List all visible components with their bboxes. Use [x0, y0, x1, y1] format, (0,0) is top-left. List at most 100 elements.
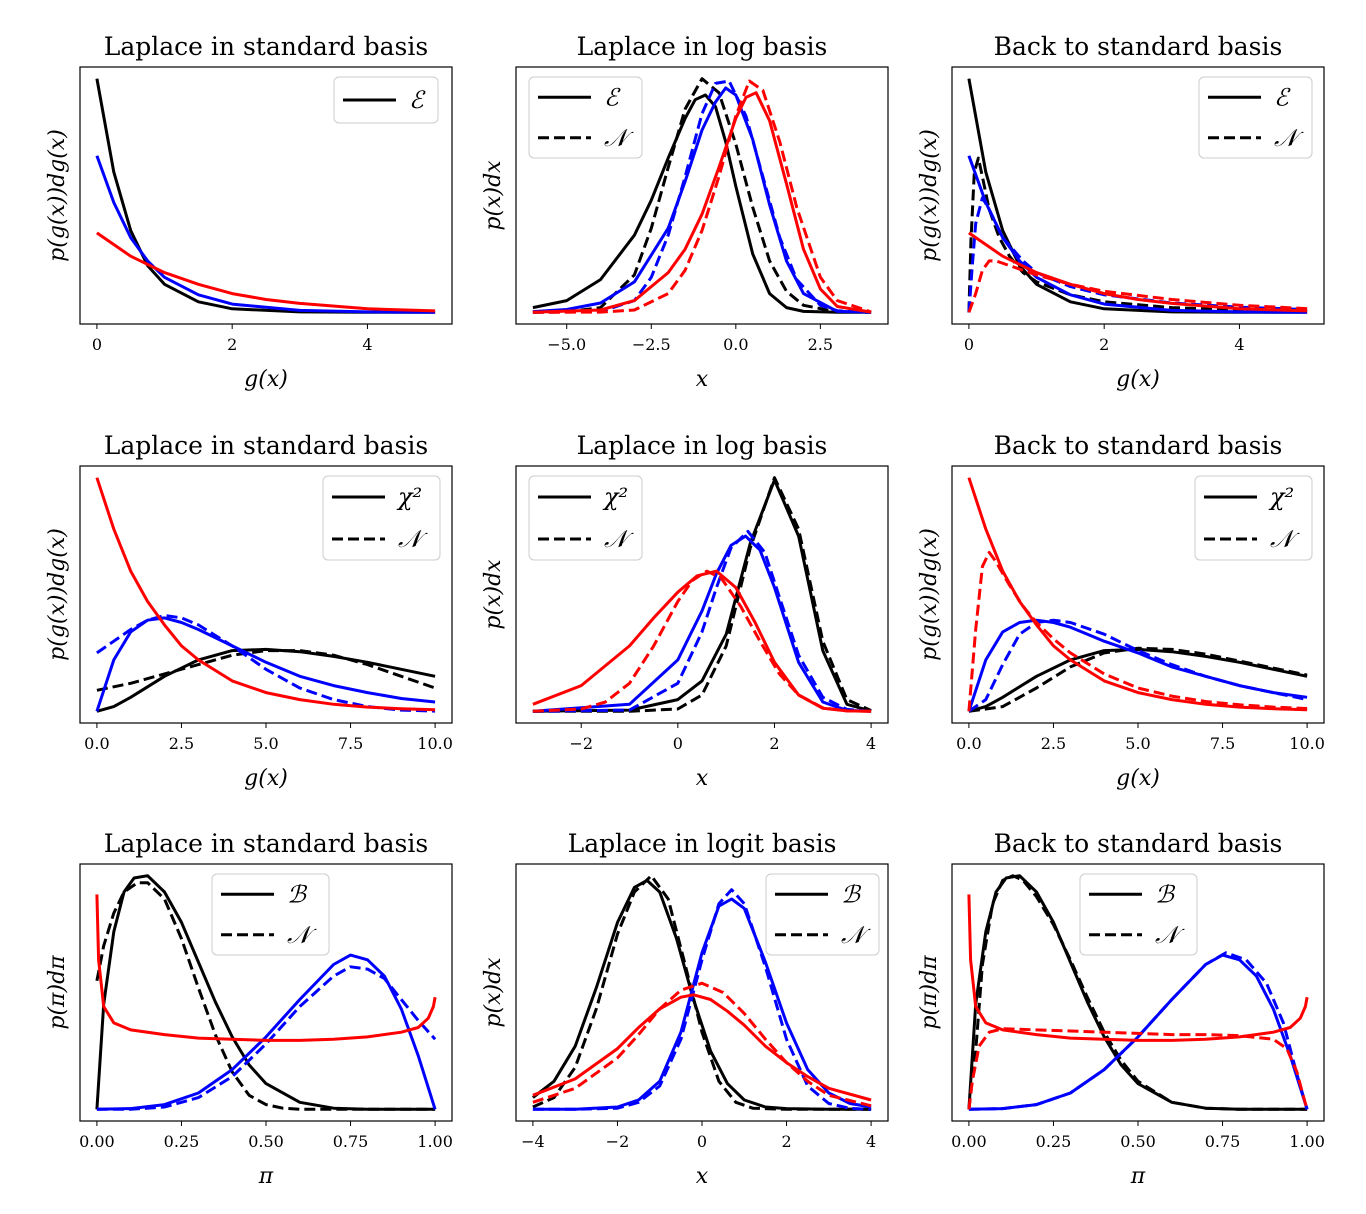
series-line-blue-dashed	[532, 888, 872, 1111]
legend-label: ℬ	[287, 880, 308, 908]
legend: χ²𝒩	[1194, 475, 1313, 561]
x-tick-label: 10.0	[1289, 734, 1325, 753]
legend-label: χ²	[396, 483, 422, 511]
axes-frame	[515, 66, 889, 325]
axes-frame	[79, 66, 453, 325]
legend-box	[1079, 873, 1198, 956]
chart-panel: Back to standard basis 0.0 2.5 5.0 7.5 10.0 g(…	[917, 431, 1325, 791]
series-line-red-dashed	[967, 550, 1308, 712]
x-tick-label: 0	[673, 734, 683, 753]
series-line-black-solid	[968, 647, 1308, 713]
legend-label: ℬ	[841, 880, 862, 908]
x-tick-label: −2.5	[632, 335, 671, 354]
legend: ℰ𝒩	[528, 76, 643, 159]
series-line-blue-dashed	[532, 529, 872, 713]
chart-title: Laplace in logit basis	[568, 829, 837, 858]
series-line-black-solid	[532, 93, 872, 314]
x-axis-label: π	[258, 1164, 274, 1189]
legend: χ²𝒩	[322, 475, 441, 561]
series-line-blue-solid	[532, 534, 872, 713]
legend: ℬ𝒩	[211, 873, 330, 956]
x-tick-label: 2	[227, 335, 237, 354]
x-axis-label: g(x)	[1116, 766, 1160, 791]
x-tick-label: 2	[781, 1132, 791, 1151]
legend: ℬ𝒩	[1079, 873, 1198, 956]
series-line-blue-dashed	[968, 618, 1308, 713]
x-tick-label: 5.0	[253, 734, 278, 753]
series-line-blue-solid	[95, 616, 436, 712]
series-line-black-dashed	[532, 874, 872, 1111]
x-tick-label: 0.0	[84, 734, 109, 753]
x-tick-label: −2	[606, 1132, 630, 1151]
series-line-red-solid	[96, 231, 436, 313]
chart-title: Back to standard basis	[994, 431, 1283, 460]
series-line-black-dashed	[96, 649, 436, 692]
x-tick-label: 1.00	[1289, 1132, 1325, 1151]
x-tick-label: 0.50	[1120, 1132, 1156, 1151]
x-axis-label: x	[696, 1164, 709, 1189]
series-line-red-solid	[967, 477, 1308, 712]
x-tick-label: 0.00	[79, 1132, 115, 1151]
series-line-black-dashed	[532, 476, 872, 713]
series-line-blue-solid	[967, 155, 1308, 314]
series-line-red-solid	[95, 477, 436, 712]
series-line-red-dashed	[967, 259, 1308, 313]
series-line-blue-dashed	[968, 951, 1309, 1111]
x-axis-label: x	[696, 766, 709, 791]
series-line-red-solid	[95, 894, 437, 1042]
x-tick-label: 2	[769, 734, 779, 753]
x-tick-label: 4	[866, 734, 876, 753]
series-line-black-dashed	[968, 646, 1308, 713]
chart-title: Laplace in standard basis	[104, 431, 428, 460]
x-tick-label: −4	[521, 1132, 545, 1151]
chart-title: Laplace in log basis	[577, 431, 828, 460]
legend: ℰ	[333, 76, 439, 124]
x-tick-label: 0	[92, 335, 102, 354]
legend: ℬ𝒩	[765, 873, 880, 956]
chart-title: Laplace in standard basis	[104, 829, 428, 858]
series-line-blue-dashed	[967, 196, 1308, 313]
y-axis-label: p(π)dπ	[917, 955, 942, 1030]
x-axis-label: g(x)	[244, 766, 288, 791]
series-line-blue-dashed	[96, 965, 437, 1111]
y-axis-label: p(g(x))dg(x)	[45, 129, 70, 262]
legend-box	[211, 873, 330, 956]
x-tick-label: 0.25	[1036, 1132, 1072, 1151]
x-tick-label: 2	[1099, 335, 1109, 354]
series-line-red-solid	[967, 894, 1309, 1042]
legend-box	[1194, 475, 1313, 561]
legend-label: ℰ	[1274, 83, 1291, 111]
x-tick-label: 7.5	[1210, 734, 1235, 753]
legend-label: ℰ	[409, 86, 426, 114]
axes-frame	[951, 66, 1325, 325]
series-line-red-solid	[532, 993, 872, 1102]
legend-label: χ²	[602, 483, 628, 511]
x-tick-label: 10.0	[417, 734, 453, 753]
x-tick-label: 0.75	[1205, 1132, 1241, 1151]
series-line-red-dashed	[532, 981, 872, 1108]
series-line-blue-solid	[532, 86, 872, 314]
chart-panel: Back to standard basis 0.00 0.25 0.50 0.75 1.…	[917, 829, 1325, 1189]
x-tick-label: 4	[362, 335, 372, 354]
x-tick-label: 0.25	[164, 1132, 200, 1151]
x-tick-label: 0.0	[723, 335, 748, 354]
legend: χ²𝒩	[528, 475, 643, 561]
y-axis-label: p(x)dx	[481, 559, 506, 630]
series-line-black-dashed	[967, 874, 1308, 1111]
series-line-red-dashed	[532, 569, 872, 713]
legend: ℰ𝒩	[1198, 76, 1313, 159]
chart-title: Laplace in standard basis	[104, 32, 428, 61]
series-line-black-dashed	[532, 77, 872, 314]
x-tick-label: 0.0	[956, 734, 981, 753]
y-axis-label: p(g(x))dg(x)	[917, 528, 942, 661]
x-tick-label: 1.00	[417, 1132, 453, 1151]
series-line-black-solid	[95, 874, 436, 1111]
y-axis-label: p(g(x))dg(x)	[917, 129, 942, 262]
y-axis-label: p(x)dx	[481, 160, 506, 231]
x-tick-label: 0.50	[248, 1132, 284, 1151]
x-axis-label: g(x)	[244, 367, 288, 392]
x-tick-label: 4	[1234, 335, 1244, 354]
chart-panel: Laplace in log basis −5.0 −2.5 0.0 2.5 x p(x)d…	[481, 32, 889, 392]
legend-label: ℬ	[1155, 880, 1176, 908]
